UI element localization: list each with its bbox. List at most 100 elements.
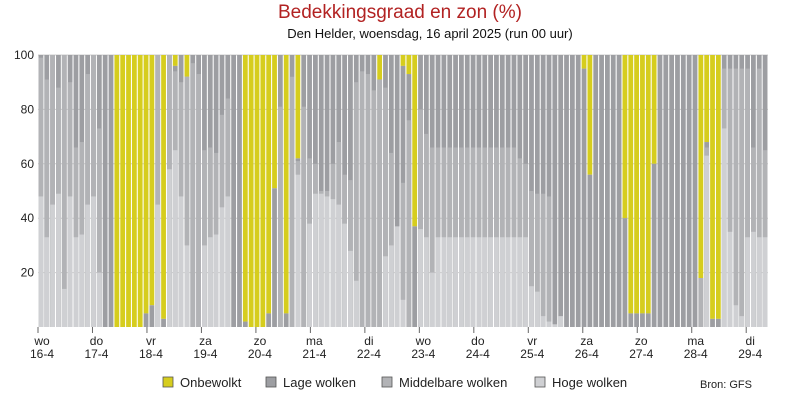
bar-high-segment (394, 226, 400, 327)
x-tick-day: di (746, 334, 755, 348)
bar-sun-segment (581, 55, 587, 69)
bar-high-segment (739, 316, 745, 327)
bar-high-segment (517, 237, 523, 327)
bar-group (178, 55, 184, 327)
bar-group (453, 55, 458, 327)
bar-low-segment (540, 55, 546, 327)
bar-group (435, 55, 441, 327)
x-tick-day: wo (33, 334, 50, 348)
bar-low-segment (599, 55, 604, 327)
bar-group (680, 55, 686, 327)
bar-low-segment (675, 55, 680, 327)
chart-title: Bedekkingsgraad en zon (%) (278, 2, 522, 23)
bar-high-segment (388, 245, 394, 327)
bar-high-segment (295, 174, 301, 327)
bar-mid-segment (534, 193, 540, 327)
bar-group (336, 55, 342, 327)
bar-high-segment (721, 128, 727, 327)
bar-mid-segment (202, 150, 207, 327)
bar-low-segment (610, 55, 616, 327)
x-tick-day: di (364, 334, 373, 348)
bar-group (721, 55, 727, 327)
bar-low-segment (593, 55, 599, 327)
bar-group (715, 55, 721, 327)
bar-group (167, 55, 172, 327)
bar-high-segment (511, 237, 517, 327)
bar-group (546, 55, 552, 327)
x-tick-date: 24-4 (466, 347, 490, 361)
bar-group (505, 55, 511, 327)
bar-group (675, 55, 680, 327)
bar-group (318, 55, 324, 327)
bar-sun-segment (272, 55, 277, 189)
x-tick-day: do (471, 334, 485, 348)
x-tick-day: vr (146, 334, 156, 348)
bar-group (272, 55, 277, 327)
bar-group (622, 55, 628, 327)
bar-group (44, 55, 50, 327)
bar-group (412, 55, 418, 327)
bar-group (79, 55, 85, 327)
bar-low-segment (283, 313, 289, 327)
bar-low-segment (569, 55, 575, 327)
bar-high-segment (429, 272, 435, 327)
bar-group (523, 55, 529, 327)
bar-high-segment (348, 250, 353, 327)
bar-group (371, 55, 377, 327)
bar-group (242, 55, 248, 327)
bar-high-segment (324, 196, 330, 327)
x-tick-date: 20-4 (248, 347, 272, 361)
bar-group (540, 55, 546, 327)
bar-low-segment (266, 313, 272, 327)
bar-group (657, 55, 663, 327)
x-tick-date: 23-4 (411, 347, 435, 361)
bar-sun-segment (698, 55, 704, 279)
bar-high-segment (207, 237, 213, 327)
x-tick-day: za (580, 334, 593, 348)
legend-swatch-high (534, 376, 546, 388)
bar-group (254, 55, 260, 327)
bar-group (260, 55, 266, 327)
bar-group (388, 55, 394, 327)
bar-high-segment (219, 207, 225, 327)
legend-label-low: Lage wolken (283, 375, 356, 390)
source-label: Bron: GFS (700, 379, 752, 391)
bar-sun-segment (377, 55, 383, 80)
bar-sun-segment (651, 55, 657, 164)
bar-low-segment (558, 55, 564, 327)
bar-mid-segment (494, 147, 499, 327)
bar-sun-segment (161, 55, 166, 319)
bar-low-segment (657, 55, 663, 327)
bar-group (581, 55, 587, 327)
bar-low-segment (237, 55, 242, 327)
bar-mid-segment (96, 128, 102, 327)
bar-group (756, 55, 762, 327)
bar-sun-segment (283, 55, 289, 314)
bar-group (663, 55, 669, 327)
bar-mid-segment (155, 55, 161, 327)
bar-group (418, 55, 423, 328)
bar-high-segment (67, 196, 73, 327)
bar-low-segment (663, 55, 669, 327)
bar-sun-segment (400, 55, 406, 66)
bar-group (587, 55, 593, 327)
bar-high-segment (762, 237, 768, 327)
bar-sun-segment (622, 55, 628, 219)
bar-group (406, 55, 412, 327)
bar-high-segment (546, 321, 552, 327)
bar-low-segment (534, 55, 540, 327)
bar-high-segment (79, 234, 85, 327)
bar-mid-segment (453, 147, 458, 327)
bar-mid-segment (190, 63, 196, 327)
bar-mid-segment (91, 55, 96, 327)
bar-group (248, 55, 254, 327)
bar-low-segment (564, 55, 569, 327)
bar-group (476, 55, 482, 327)
bar-sun-segment (587, 55, 593, 175)
bar-mid-segment (44, 79, 50, 327)
bar-group (511, 55, 517, 327)
legend-label-high: Hoge wolken (552, 375, 627, 390)
bar-group (172, 55, 178, 327)
bar-group (751, 55, 756, 327)
bar-mid-segment (429, 147, 435, 327)
